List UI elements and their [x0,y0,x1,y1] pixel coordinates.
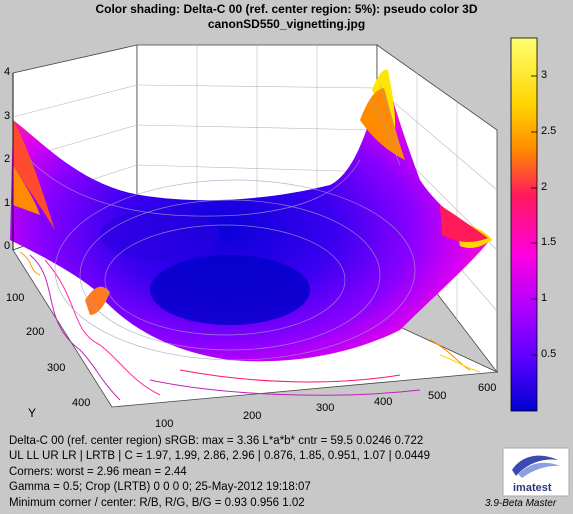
stats-line-2: UL LL UR LR | LRTB | C = 1.97, 1.99, 2.8… [9,450,431,462]
y-axis-label: Y [28,406,37,420]
colorbar-tick: 0.5 [541,348,557,360]
stats-line-1: Delta-C 00 (ref. center region) sRGB: ma… [9,435,424,447]
imatest-logo [502,447,570,497]
y-tick: 400 [72,397,91,409]
surface [10,69,492,362]
x-tick: 200 [243,410,262,422]
z-tick: 4 [4,66,11,78]
stats-line-4: Gamma = 0.5; Crop (LRTB) 0 0 0 0; 25-May… [9,481,311,493]
y-tick: 200 [26,326,45,338]
imatest-logo-text: imatest [513,482,552,494]
stats-line-5: Minimum corner / center: R/B, R/G, B/G =… [9,497,305,509]
z-tick: 2 [4,153,11,165]
y-tick: 100 [6,292,25,304]
x-tick: 300 [316,402,335,414]
colorbar-tick: 2.5 [541,125,557,137]
y-tick: 300 [47,362,66,374]
chart-title: Color shading: Delta-C 00 (ref. center r… [95,2,478,16]
base-contours [19,251,481,401]
colorbar-tick: 1 [541,292,548,304]
z-tick: 3 [4,110,11,122]
version-label: 3.9-Beta Master [485,498,557,509]
colorbar [510,37,538,412]
x-tick: 100 [155,418,174,430]
z-tick: 1 [4,197,11,209]
colorbar-tick: 3 [541,69,548,81]
chart-subtitle: canonSD550_vignetting.jpg [207,17,366,31]
x-tick: 400 [374,396,393,408]
colorbar-ticks [531,75,537,356]
colorbar-tick: 2 [541,181,548,193]
stats-line-3: Corners: worst = 2.96 mean = 2.44 [9,466,187,478]
x-tick: 600 [478,382,497,394]
z-tick: 0 [4,240,11,252]
x-tick: 500 [428,390,447,402]
colorbar-tick: 1.5 [541,236,557,248]
